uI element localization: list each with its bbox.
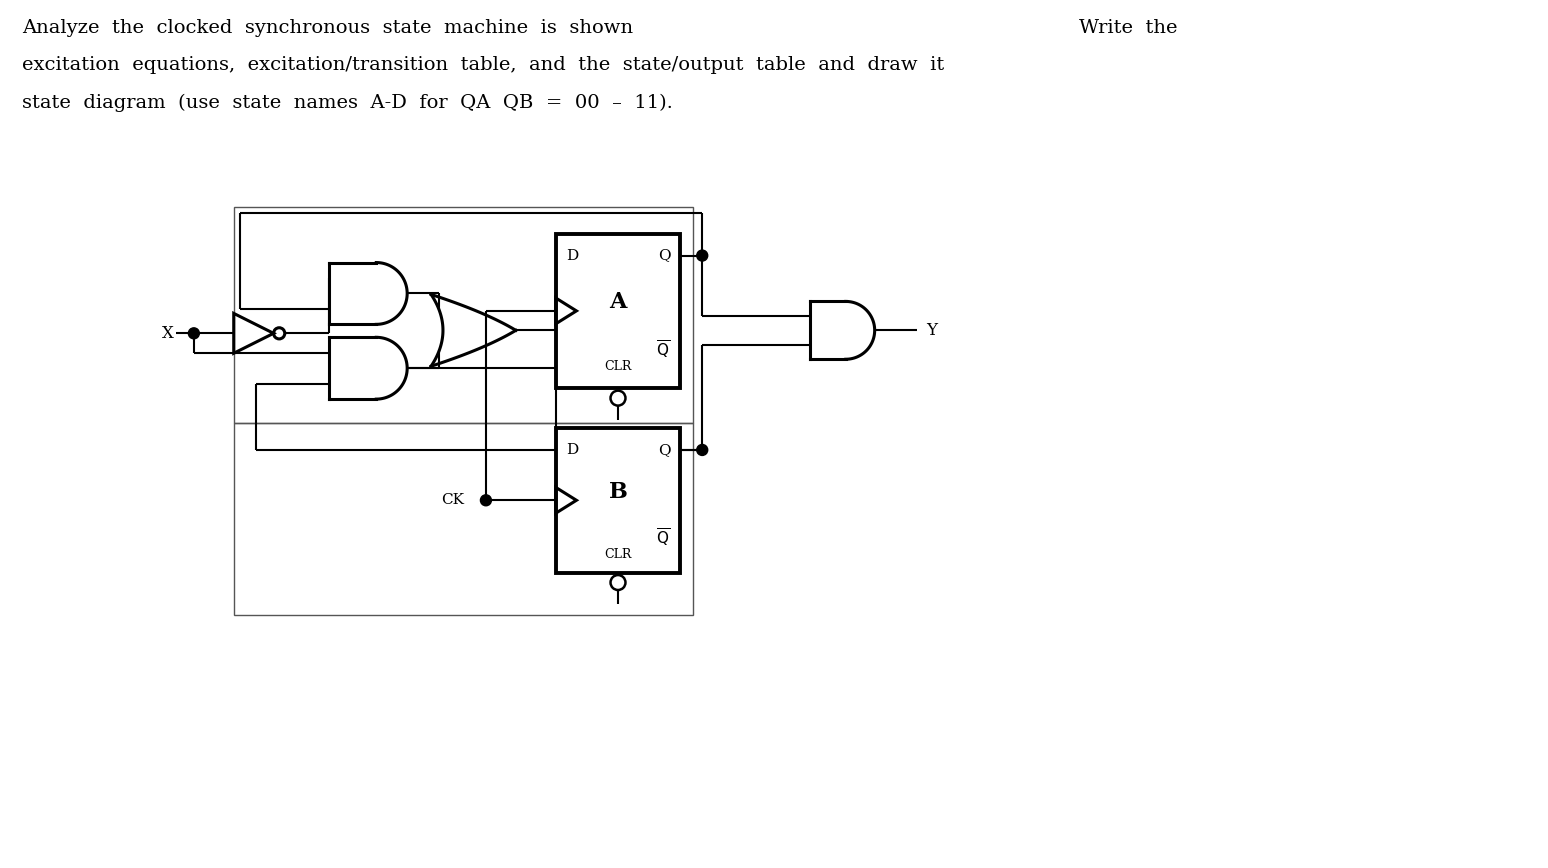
Bar (234, 423, 694, 615)
Text: Q: Q (658, 443, 670, 457)
Bar (556, 233, 680, 388)
Bar (234, 207, 694, 423)
Text: D: D (565, 248, 577, 263)
Text: X: X (163, 325, 173, 342)
Text: $\overline{\rm Q}$: $\overline{\rm Q}$ (656, 339, 670, 361)
Text: Q: Q (658, 248, 670, 263)
Circle shape (189, 328, 200, 339)
Circle shape (697, 250, 707, 261)
Circle shape (480, 495, 491, 506)
Text: CLR: CLR (604, 548, 632, 561)
Text: D: D (565, 443, 577, 457)
Text: Write  the: Write the (1079, 19, 1178, 37)
Text: CLR: CLR (604, 359, 632, 372)
Text: Y: Y (927, 322, 938, 339)
Text: B: B (608, 481, 627, 503)
Circle shape (697, 444, 707, 456)
Bar (556, 428, 680, 573)
Text: Analyze  the  clocked  synchronous  state  machine  is  shown: Analyze the clocked synchronous state ma… (22, 19, 633, 37)
Text: state  diagram  (use  state  names  A-D  for  QA  QB  =  00  –  11).: state diagram (use state names A-D for Q… (22, 94, 673, 112)
Text: CK: CK (441, 493, 464, 507)
Text: $\overline{\rm Q}$: $\overline{\rm Q}$ (656, 527, 670, 549)
Text: excitation  equations,  excitation/transition  table,  and  the  state/output  t: excitation equations, excitation/transit… (22, 56, 944, 74)
Text: A: A (610, 291, 627, 312)
